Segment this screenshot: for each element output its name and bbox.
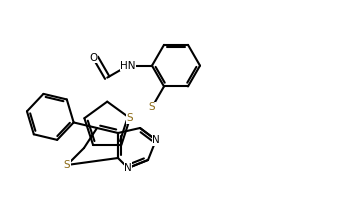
Text: S: S — [149, 102, 155, 112]
Text: N: N — [124, 163, 132, 173]
Text: S: S — [127, 113, 133, 123]
Text: N: N — [152, 135, 160, 145]
Text: HN: HN — [120, 61, 136, 71]
Text: O: O — [90, 53, 98, 63]
Text: S: S — [64, 160, 70, 170]
